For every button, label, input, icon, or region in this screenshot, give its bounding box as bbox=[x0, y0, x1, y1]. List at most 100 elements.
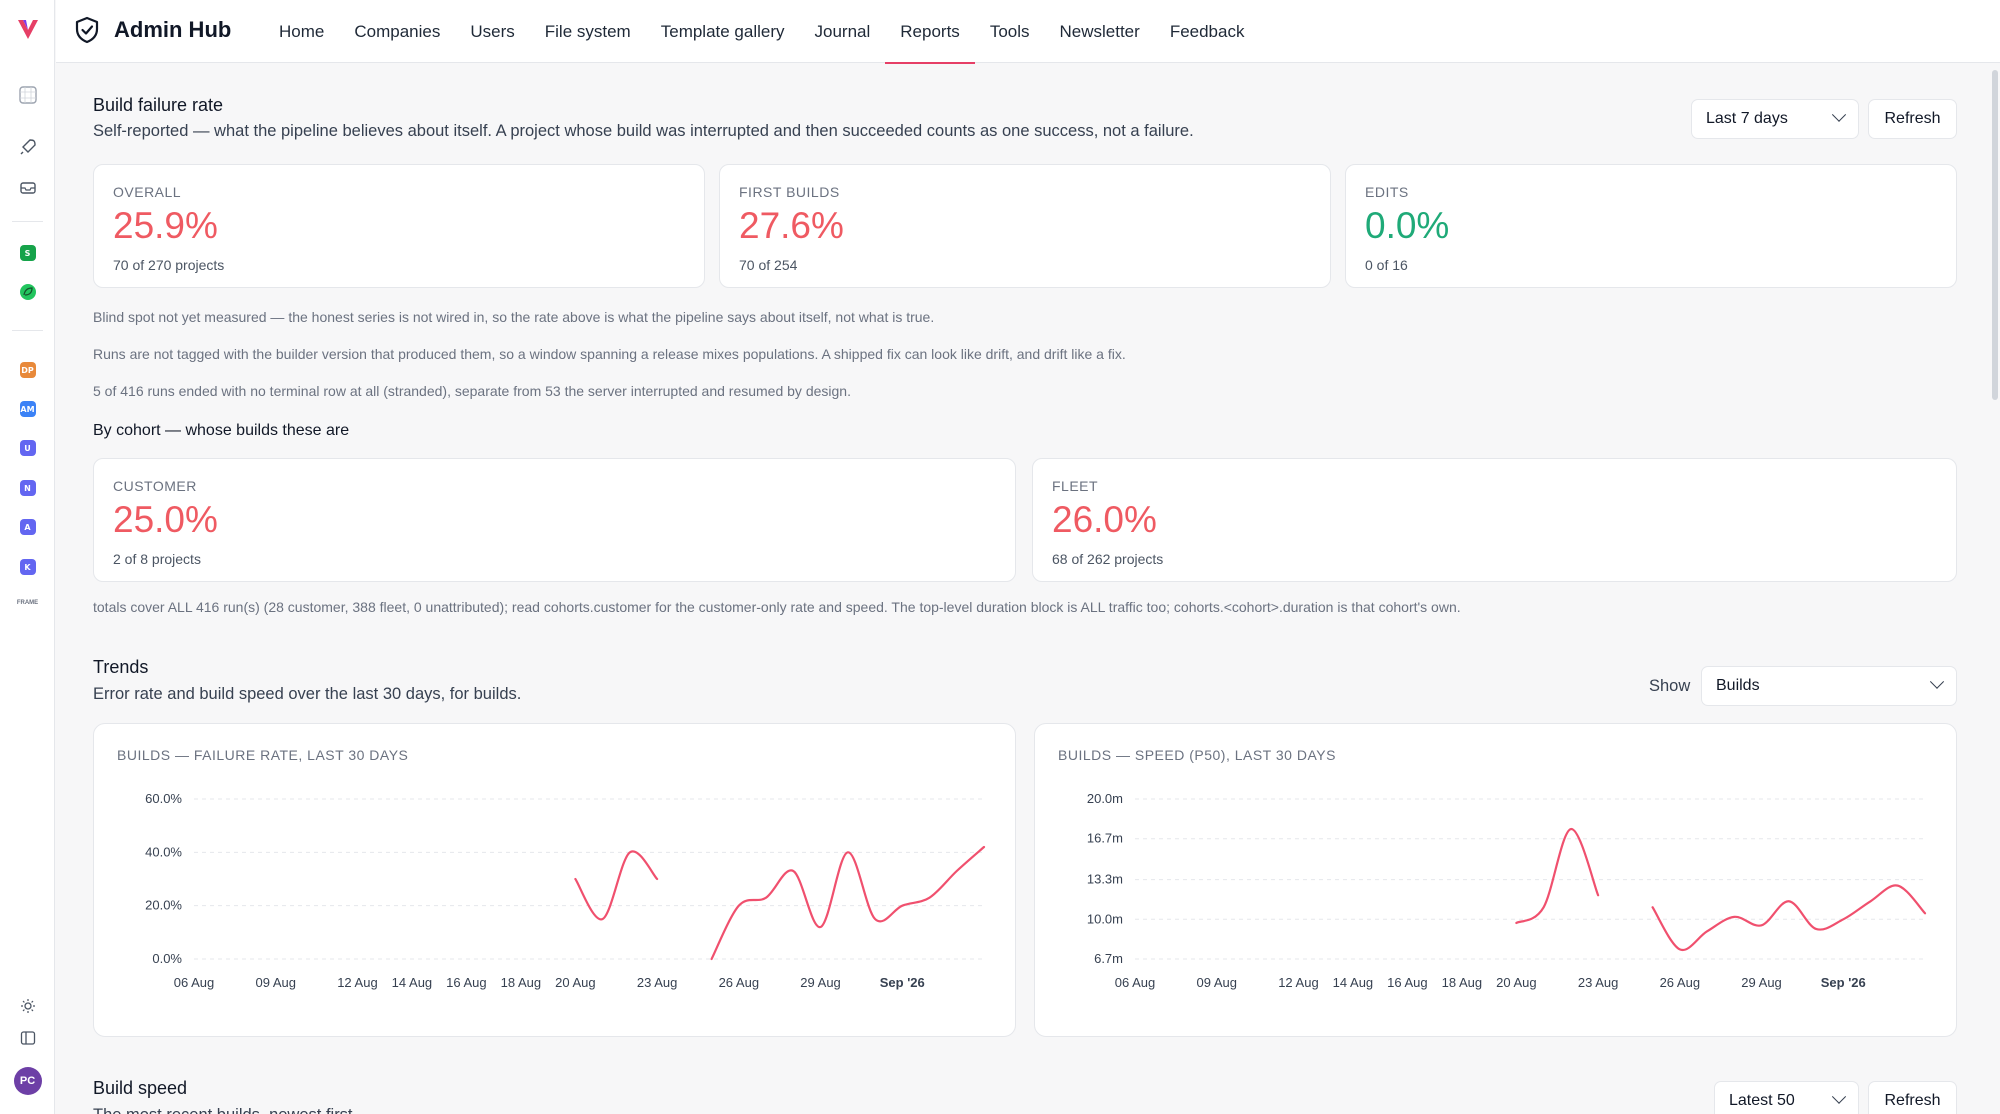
app-badge: S bbox=[19, 245, 36, 261]
x-tick-label: 26 Aug bbox=[719, 975, 760, 990]
nav-reports[interactable]: Reports bbox=[885, 0, 975, 64]
stat-foot: 70 of 270 projects bbox=[113, 257, 225, 273]
y-tick-label: 40.0% bbox=[145, 844, 182, 859]
chevron-down-icon bbox=[1831, 107, 1847, 122]
rail-app-dp[interactable]: DP bbox=[0, 362, 55, 378]
note-blind-spot: Blind spot not yet measured — the honest… bbox=[93, 309, 935, 325]
rail-app-a[interactable]: A bbox=[0, 519, 55, 535]
nav-newsletter[interactable]: Newsletter bbox=[1059, 22, 1140, 41]
nav-tools[interactable]: Tools bbox=[989, 22, 1030, 41]
stat-label: EDITS bbox=[1365, 184, 1409, 200]
range-select[interactable]: Last 7 days bbox=[1691, 99, 1859, 139]
nav-template-gallery[interactable]: Template gallery bbox=[660, 22, 785, 41]
x-tick-label: 12 Aug bbox=[337, 975, 378, 990]
speed-refresh-button[interactable]: Refresh bbox=[1868, 1081, 1957, 1114]
latest-select-value: Latest 50 bbox=[1729, 1092, 1795, 1109]
x-tick-label: 23 Aug bbox=[1578, 975, 1619, 990]
y-tick-label: 60.0% bbox=[145, 791, 182, 806]
y-tick-label: 6.7m bbox=[1094, 951, 1123, 966]
rail-app-s[interactable]: S bbox=[0, 245, 55, 261]
grid-icon[interactable] bbox=[0, 85, 55, 105]
nav-home[interactable]: Home bbox=[279, 22, 325, 41]
chart-title: BUILDS — SPEED (P50), LAST 30 DAYS bbox=[1058, 747, 1336, 763]
series-line bbox=[1515, 827, 1600, 925]
rail-app-u[interactable]: U bbox=[0, 440, 55, 456]
theme-icon[interactable] bbox=[0, 998, 55, 1014]
y-tick-label: 13.3m bbox=[1087, 872, 1123, 887]
x-tick-label: 18 Aug bbox=[1442, 975, 1483, 990]
speed-chart-card: BUILDS — SPEED (P50), LAST 30 DAYS 6.7m 1… bbox=[1034, 723, 1957, 1037]
chevron-down-icon bbox=[1831, 1089, 1847, 1104]
nav-journal[interactable]: Journal bbox=[814, 22, 871, 41]
failure-rate-chart: 0.0% 20.0% 40.0% 60.0% 06 Aug 09 Aug 12 Aug 14 … bbox=[145, 791, 986, 990]
y-tick-label: 16.7m bbox=[1087, 831, 1123, 846]
build-speed-title: Build speed bbox=[93, 1078, 188, 1098]
cohort-value: 26.0% bbox=[1052, 499, 1157, 540]
app-badge: K bbox=[19, 559, 36, 575]
page-scrollbar[interactable] bbox=[1992, 70, 1998, 400]
y-tick-label: 10.0m bbox=[1087, 911, 1123, 926]
inbox-icon[interactable] bbox=[0, 178, 55, 196]
stat-card-overall: OVERALL 25.9% 70 of 270 projects bbox=[93, 164, 705, 288]
stat-foot: 0 of 16 bbox=[1365, 257, 1408, 273]
cohort-foot: 68 of 262 projects bbox=[1052, 551, 1164, 567]
build-speed-subtitle: The most recent builds, newest first. bbox=[93, 1106, 357, 1114]
show-select-value: Builds bbox=[1716, 677, 1760, 694]
refresh-button[interactable]: Refresh bbox=[1868, 99, 1957, 139]
x-tick-label: 09 Aug bbox=[1196, 975, 1237, 990]
series-line bbox=[710, 845, 986, 961]
x-tick-label: 14 Aug bbox=[392, 975, 433, 990]
stat-value: 25.9% bbox=[113, 205, 218, 246]
main-nav: Home Companies Users File system Templat… bbox=[264, 0, 1259, 64]
nav-companies[interactable]: Companies bbox=[354, 22, 441, 41]
y-tick-label: 0.0% bbox=[152, 951, 182, 966]
top-nav: Admin Hub Home Companies Users File syst… bbox=[56, 0, 2000, 64]
app-badge: N bbox=[19, 480, 36, 496]
cohort-title: By cohort — whose builds these are bbox=[93, 422, 350, 439]
y-tick-label: 20.0m bbox=[1087, 791, 1123, 806]
x-tick-label: 20 Aug bbox=[1496, 975, 1537, 990]
chart-title: BUILDS — FAILURE RATE, LAST 30 DAYS bbox=[117, 747, 409, 763]
speed-chart: 6.7m 10.0m 13.3m 16.7m 20.0m 06 Aug 09 Aug 12 A… bbox=[1087, 791, 1927, 990]
leaf-icon[interactable] bbox=[0, 283, 55, 301]
app-badge: U bbox=[19, 440, 36, 456]
rail-app-am[interactable]: AM bbox=[0, 401, 55, 417]
x-tick-label: 18 Aug bbox=[501, 975, 542, 990]
app-badge: DP bbox=[19, 362, 36, 378]
show-label: Show bbox=[1649, 677, 1691, 695]
x-tick-label: 26 Aug bbox=[1660, 975, 1701, 990]
cohort-label: FLEET bbox=[1052, 478, 1099, 494]
trends-title: Trends bbox=[93, 657, 149, 677]
rocket-icon[interactable] bbox=[0, 138, 55, 156]
stat-value: 0.0% bbox=[1365, 205, 1450, 246]
x-tick-label: 12 Aug bbox=[1278, 975, 1319, 990]
x-tick-label: 29 Aug bbox=[1741, 975, 1782, 990]
stat-label: OVERALL bbox=[113, 184, 182, 200]
user-avatar[interactable]: PC bbox=[0, 1067, 55, 1095]
cohort-card-fleet: FLEET 26.0% 68 of 262 projects bbox=[1032, 458, 1957, 582]
nav-feedback[interactable]: Feedback bbox=[1169, 22, 1245, 41]
stat-value: 27.6% bbox=[739, 205, 844, 246]
brand[interactable]: Admin Hub bbox=[74, 16, 231, 44]
x-tick-label: Sep '26 bbox=[1821, 975, 1866, 990]
nav-users[interactable]: Users bbox=[470, 22, 515, 41]
show-select[interactable]: Builds bbox=[1701, 666, 1957, 706]
x-tick-label: 20 Aug bbox=[555, 975, 596, 990]
series-line bbox=[1651, 884, 1927, 952]
rail-app-frame[interactable]: FRAME bbox=[16, 600, 39, 606]
failure-rate-chart-card: BUILDS — FAILURE RATE, LAST 30 DAYS 0.0%… bbox=[93, 723, 1016, 1037]
rail-app-k[interactable]: K bbox=[0, 559, 55, 575]
totals-note: totals cover ALL 416 run(s) (28 customer… bbox=[93, 599, 1461, 615]
app-title: Admin Hub bbox=[114, 17, 232, 42]
series-line bbox=[574, 850, 659, 921]
failure-rate-title: Build failure rate bbox=[93, 95, 224, 115]
stat-card-edits: EDITS 0.0% 0 of 16 bbox=[1345, 164, 1957, 288]
nav-file-system[interactable]: File system bbox=[544, 22, 631, 41]
left-rail: S DP AM U N A K FRAME PC bbox=[0, 0, 55, 1114]
sidebar-toggle-icon[interactable] bbox=[0, 1030, 55, 1046]
cohort-label: CUSTOMER bbox=[113, 478, 197, 494]
logo-icon[interactable] bbox=[0, 16, 55, 42]
x-tick-label: 14 Aug bbox=[1333, 975, 1374, 990]
rail-app-n[interactable]: N bbox=[0, 480, 55, 496]
latest-select[interactable]: Latest 50 bbox=[1714, 1081, 1859, 1114]
